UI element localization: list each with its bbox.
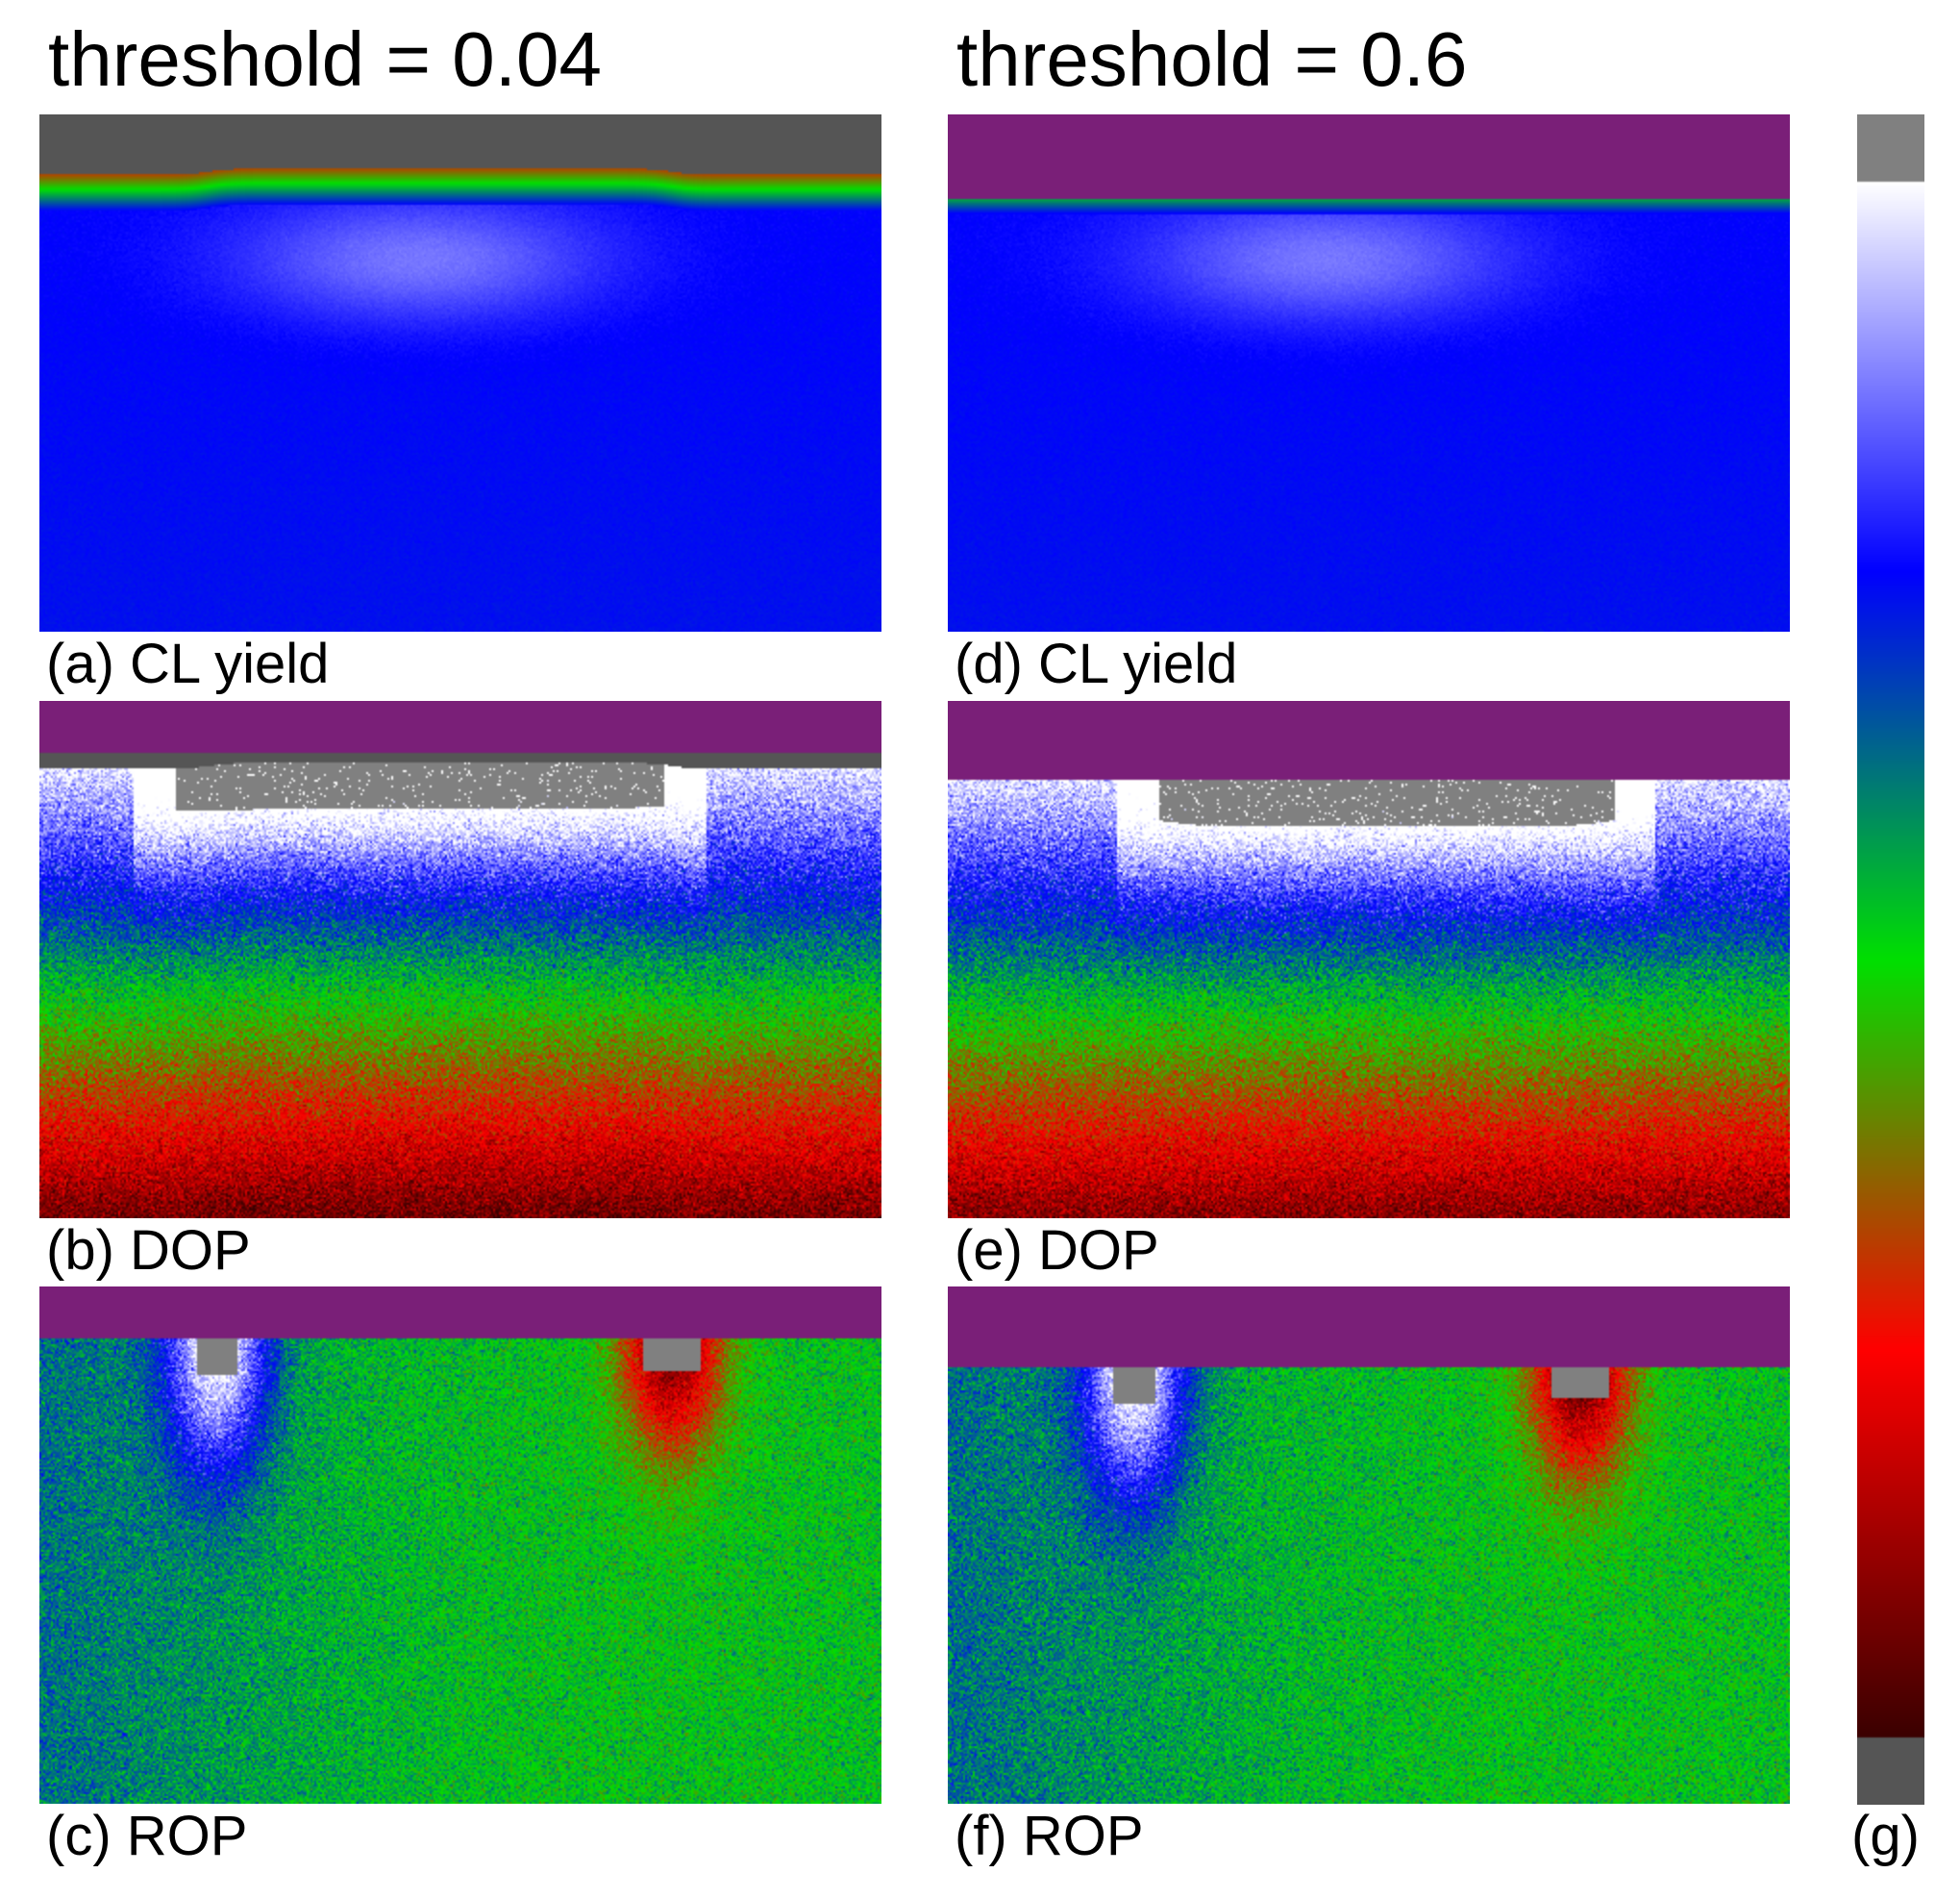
panel-d-cl-yield [948,114,1790,632]
colorbar [1857,114,1924,1805]
label-panel-e: (e) DOP [955,1219,1159,1282]
panel-f-rop [948,1286,1790,1804]
label-panel-c: (c) ROP [46,1805,248,1867]
label-panel-d: (d) CL yield [955,633,1238,695]
title-threshold-high: threshold = 0.6 [956,16,1468,102]
panel-a-cl-yield [39,114,881,632]
panel-e-dop [948,701,1790,1218]
panel-b-dop [39,701,881,1218]
label-panel-a: (a) CL yield [46,633,330,695]
label-colorbar: (g) [1851,1805,1920,1867]
label-panel-b: (b) DOP [46,1219,251,1282]
label-panel-f: (f) ROP [955,1805,1144,1867]
panel-c-rop [39,1286,881,1804]
title-threshold-low: threshold = 0.04 [48,16,602,102]
